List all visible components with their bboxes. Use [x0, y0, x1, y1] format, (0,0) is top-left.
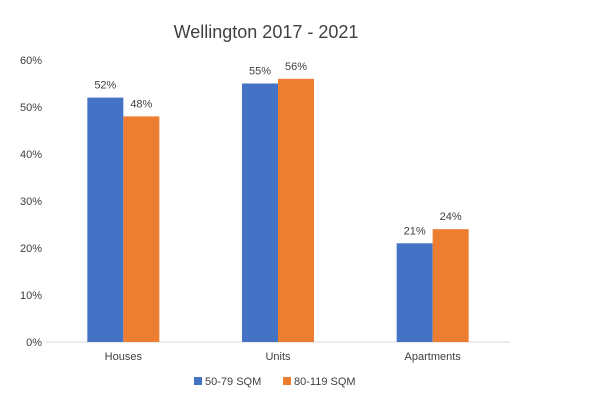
y-tick-label: 50%: [20, 102, 42, 114]
bar: [396, 243, 433, 342]
y-tick-label: 40%: [20, 149, 42, 161]
y-tick-label: 60%: [20, 55, 42, 67]
legend-swatch: [283, 377, 291, 385]
legend: 50-79 SQM 80-119 SQM: [194, 376, 356, 388]
chart-title: Wellington 2017 - 2021: [174, 22, 359, 42]
x-tick-label: Apartments: [405, 351, 462, 363]
bar: [278, 78, 314, 343]
data-label: 52%: [94, 80, 116, 92]
y-tick-label: 0%: [26, 337, 42, 349]
y-tick-label: 30%: [20, 196, 42, 208]
legend-swatch: [194, 377, 202, 385]
data-label: 24%: [440, 211, 462, 223]
data-label: 21%: [404, 225, 426, 237]
bar: [432, 229, 469, 342]
bar: [123, 116, 160, 343]
data-label: 55%: [249, 66, 271, 78]
data-labels: 52% 48% 55% 56% 21% 24%: [94, 61, 462, 238]
bar: [87, 97, 124, 342]
data-label: 48%: [130, 98, 152, 110]
x-tick-label: Units: [265, 351, 291, 363]
bar: [242, 83, 278, 342]
legend-label: 80-119 SQM: [294, 376, 356, 388]
bars: [87, 78, 469, 343]
legend-label: 50-79 SQM: [205, 376, 261, 388]
x-axis: Houses Units Apartments: [46, 341, 510, 363]
data-label: 56%: [285, 61, 307, 73]
y-tick-label: 20%: [20, 243, 42, 255]
x-tick-label: Houses: [105, 351, 143, 363]
y-axis: 0% 10% 20% 30% 40% 50% 60%: [20, 55, 42, 349]
y-tick-label: 10%: [20, 290, 42, 302]
